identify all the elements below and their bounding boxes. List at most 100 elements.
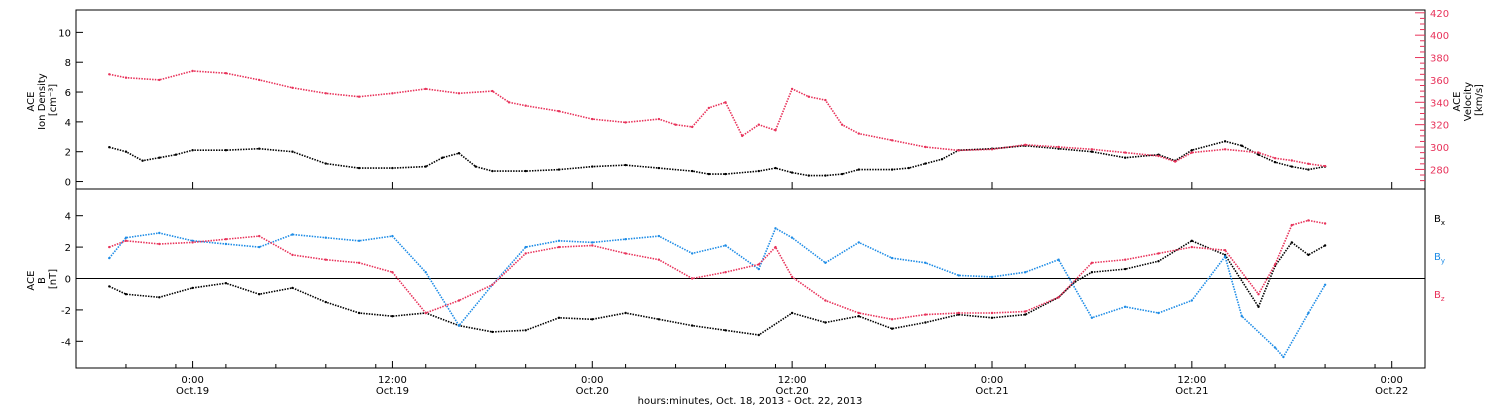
velocity-point	[591, 117, 594, 121]
velocity-point	[507, 101, 511, 104]
time-tick-label: 12:00	[1177, 375, 1206, 386]
velocity-point	[524, 104, 527, 107]
velocity-axis-label: ACE Velocity [km/s]	[1452, 79, 1485, 121]
density-point	[324, 162, 327, 165]
by-point	[391, 234, 394, 238]
density-point	[474, 165, 477, 168]
by-point	[1282, 355, 1285, 359]
by-point	[624, 238, 627, 241]
density-point	[124, 150, 128, 153]
bx-point	[258, 293, 261, 296]
by-point	[357, 239, 361, 242]
by-point	[924, 261, 927, 264]
bz-point	[1257, 293, 1260, 296]
time-tick-date: Oct.22	[1375, 386, 1408, 397]
time-tick-label: 0:00	[981, 375, 1003, 386]
by-point	[824, 261, 827, 264]
by-point	[258, 245, 261, 249]
bx-point	[724, 329, 727, 332]
bz-point	[158, 242, 161, 246]
by-point	[1090, 316, 1094, 319]
bz-point	[1124, 258, 1127, 261]
velocity-tick-label: 360	[1430, 76, 1449, 87]
bz-point	[1024, 310, 1027, 313]
b-tick-label: 0	[65, 275, 71, 286]
bx-point	[591, 318, 594, 321]
bx-point	[890, 327, 894, 330]
by-point	[324, 236, 327, 239]
velocity-point	[757, 123, 760, 126]
velocity-point	[1057, 145, 1060, 149]
density-point	[591, 165, 594, 168]
legend-by: By	[1434, 252, 1445, 265]
velocity-tick-label: 340	[1430, 98, 1449, 109]
bz-point	[557, 245, 561, 249]
bx-point	[391, 315, 394, 318]
velocity-point	[890, 139, 894, 142]
bz-point	[790, 275, 794, 279]
density-point	[1257, 153, 1260, 156]
bx-point	[1190, 239, 1194, 242]
time-tick-date: Oct.20	[776, 386, 809, 397]
velocity-point	[1090, 148, 1094, 151]
bz-point	[291, 253, 294, 257]
density-tick-label: 8	[65, 58, 71, 69]
bz-point	[457, 299, 461, 302]
bx-point	[1157, 260, 1160, 263]
bx-point	[224, 282, 228, 285]
bx-point	[790, 311, 794, 315]
density-point	[840, 172, 844, 176]
bz-point	[1157, 252, 1160, 255]
bz-point	[357, 261, 361, 264]
by-point	[108, 256, 111, 260]
bx-point	[757, 333, 760, 337]
b-tick-label: 2	[65, 243, 71, 254]
density-point	[357, 166, 361, 170]
density-point	[691, 169, 694, 173]
by-point	[124, 236, 128, 239]
velocity-point	[707, 106, 711, 110]
velocity-tick-label: 300	[1430, 143, 1449, 154]
density-point	[1273, 161, 1277, 164]
by-point	[1190, 299, 1194, 302]
bz-point	[591, 244, 594, 247]
bz-point	[1223, 249, 1227, 252]
by-point	[957, 274, 960, 277]
velocity-point	[1024, 143, 1027, 146]
bz-point	[1290, 223, 1294, 227]
velocity-point	[1323, 164, 1327, 168]
density-point	[1057, 147, 1060, 150]
velocity-point	[1190, 151, 1194, 154]
velocity-tick-label: 320	[1430, 121, 1449, 132]
b-tick-label: -4	[61, 337, 71, 348]
velocity-point	[357, 95, 361, 98]
bx-point	[491, 330, 494, 334]
density-trace	[109, 140, 1326, 177]
density-point	[924, 162, 927, 165]
by-point	[291, 233, 294, 236]
bz-point	[1273, 263, 1277, 266]
velocity-point	[840, 123, 844, 126]
time-tick-date: Oct.19	[376, 386, 409, 397]
velocity-tick-label: 280	[1430, 165, 1449, 176]
density-point	[857, 168, 860, 171]
density-tick-label: 10	[58, 28, 71, 39]
bx-point	[857, 315, 860, 318]
velocity-tick-label: 400	[1430, 31, 1449, 42]
velocity-point	[741, 134, 744, 138]
bz-point	[691, 277, 694, 280]
bz-point	[1090, 261, 1094, 264]
velocity-point	[1257, 151, 1260, 154]
bx-point	[108, 285, 111, 288]
bx-point	[524, 329, 527, 332]
density-axis-label: ACE Ion Density [cm⁻³]	[26, 70, 59, 130]
velocity-point	[324, 92, 327, 95]
bx-point	[1323, 244, 1327, 247]
by-point	[1157, 311, 1160, 315]
time-tick-date: Oct.20	[576, 386, 609, 397]
by-point	[1057, 258, 1060, 261]
velocity-point	[1223, 148, 1227, 151]
bz-point	[1323, 222, 1327, 225]
velocity-point	[258, 78, 261, 82]
